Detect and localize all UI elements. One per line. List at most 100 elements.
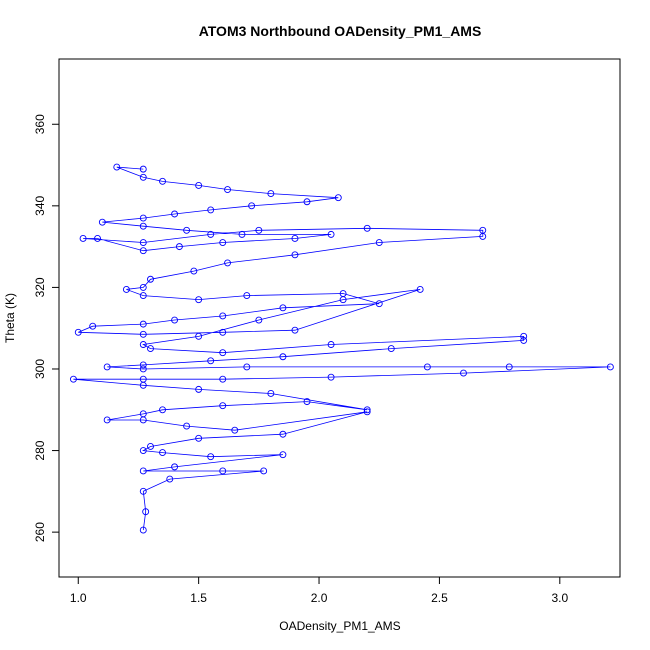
data-point: [142, 508, 150, 516]
data-point: [139, 467, 147, 475]
data-point: [279, 304, 287, 312]
data-point: [279, 353, 287, 361]
data-point: [139, 214, 147, 222]
data-point: [219, 312, 227, 320]
y-axis: 260 280 300 320 340 360: [33, 114, 60, 542]
data-point: [159, 177, 166, 185]
data-point: [171, 463, 179, 471]
data-point: [103, 363, 111, 371]
data-point: [195, 332, 203, 340]
data-point: [98, 218, 106, 226]
data-point: [224, 259, 231, 267]
data-point: [339, 296, 347, 304]
data-point: [139, 487, 147, 495]
data-point: [159, 406, 166, 414]
data-point: [219, 239, 227, 246]
plot-area: [69, 163, 614, 534]
chart-title: ATOM3 Northbound OADensity_PM1_AMS: [199, 23, 482, 39]
data-point: [363, 408, 371, 416]
data-point: [291, 326, 299, 334]
data-point: [334, 194, 342, 202]
data-point: [74, 328, 82, 336]
data-point: [94, 235, 101, 242]
data-point: [279, 451, 287, 459]
data-point: [207, 453, 215, 461]
data-point: [139, 222, 147, 230]
x-tick-label: 2.5: [431, 591, 448, 605]
data-point: [291, 235, 299, 242]
data-point: [606, 363, 614, 371]
data-point: [171, 210, 179, 218]
data-point: [520, 332, 528, 340]
data-point: [363, 406, 371, 414]
data-point: [139, 361, 147, 369]
data-point: [139, 173, 147, 181]
y-tick-label: 320: [33, 277, 47, 297]
data-point: [207, 357, 215, 365]
data-point: [267, 190, 275, 198]
data-point: [479, 232, 487, 240]
data-point: [183, 422, 191, 430]
data-point: [255, 316, 263, 324]
data-point: [363, 224, 371, 232]
data-point: [505, 363, 513, 371]
data-point: [139, 165, 147, 173]
data-point: [243, 363, 251, 371]
data-point: [139, 341, 147, 348]
data-point: [103, 416, 111, 424]
data-point: [243, 292, 251, 300]
data-point: [139, 283, 147, 291]
y-tick-label: 280: [33, 440, 47, 460]
data-point: [375, 239, 383, 246]
data-point: [207, 206, 215, 214]
data-point: [190, 267, 198, 275]
data-point: [327, 230, 335, 238]
data-point: [267, 390, 275, 397]
data-point: [219, 402, 227, 410]
data-point: [219, 467, 227, 475]
data-point: [219, 349, 227, 357]
data-point: [147, 345, 154, 353]
data-point: [327, 341, 335, 348]
y-tick-label: 300: [33, 359, 47, 379]
data-point: [139, 330, 147, 338]
data-point: [195, 385, 203, 393]
data-point: [139, 292, 147, 300]
y-tick-label: 260: [33, 522, 47, 542]
data-point: [139, 447, 147, 455]
data-point: [291, 251, 299, 259]
series-line: [73, 166, 611, 531]
data-point: [139, 247, 147, 255]
x-tick-label: 1.0: [70, 591, 87, 605]
data-point: [195, 434, 203, 442]
data-point: [248, 202, 256, 210]
data-point: [303, 198, 311, 206]
data-point: [219, 328, 227, 336]
data-point: [238, 230, 246, 238]
data-point: [139, 416, 147, 424]
data-point: [139, 239, 147, 246]
data-point: [231, 426, 239, 434]
data-point: [387, 345, 395, 353]
x-tick-label: 1.5: [190, 591, 207, 605]
x-axis-label: OADensity_PM1_AMS: [279, 619, 400, 633]
plot-frame: [58, 58, 621, 578]
data-point: [139, 320, 147, 328]
data-point: [166, 475, 174, 483]
data-point: [195, 296, 203, 304]
data-point: [279, 430, 287, 438]
x-tick-label: 3.0: [551, 591, 568, 605]
data-point: [423, 363, 431, 371]
y-tick-label: 340: [33, 196, 47, 216]
data-point: [416, 285, 424, 293]
data-point: [303, 398, 311, 406]
data-point: [260, 467, 268, 475]
data-point: [460, 369, 467, 377]
data-point: [69, 375, 77, 383]
data-point: [224, 186, 231, 193]
data-point: [255, 226, 263, 234]
data-point: [159, 449, 166, 457]
data-point: [139, 526, 147, 534]
data-point: [147, 443, 154, 450]
